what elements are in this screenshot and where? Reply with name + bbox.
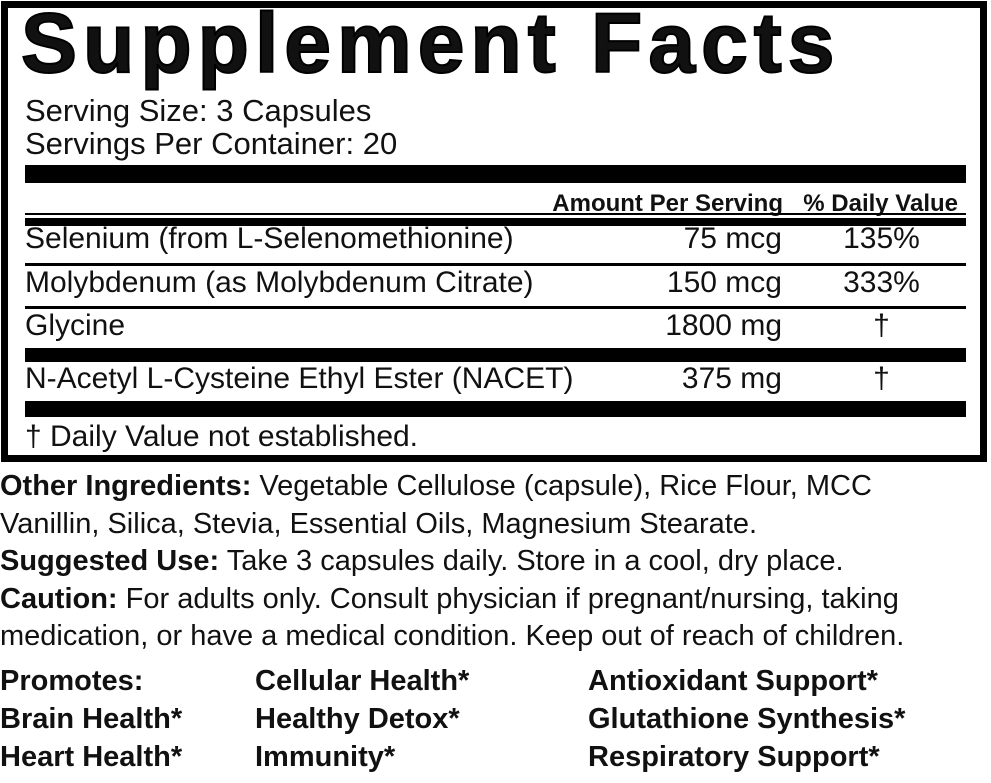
ingredient-daily-value: 135% — [843, 222, 920, 255]
ingredient-amount: 1800 mg — [665, 309, 782, 342]
promotes-row: Promotes: Cellular Health* Antioxidant S… — [0, 662, 991, 700]
caution-line-1: Caution: For adults only. Consult physic… — [0, 581, 991, 619]
promotes-cell: Antioxidant Support* — [588, 665, 878, 697]
ingredient-amount: 375 mg — [681, 362, 782, 395]
suggested-use-line: Suggested Use: Take 3 capsules daily. St… — [0, 543, 991, 581]
ingredient-name: Selenium (from L-Selenomethionine) — [25, 222, 514, 255]
ingredient-name: N-Acetyl L-Cysteine Ethyl Ester (NACET) — [25, 362, 574, 395]
table-row: Molybdenum (as Molybdenum Citrate) 150 m… — [25, 265, 966, 301]
thick-divider-top — [25, 165, 966, 183]
other-ingredients-text: Vegetable Cellulose (capsule), Rice Flou… — [251, 470, 872, 502]
ingredient-daily-value: † — [873, 309, 890, 342]
row-divider — [25, 306, 966, 309]
header-divider-thin — [25, 213, 966, 215]
promotes-cell: Healthy Detox* — [255, 703, 460, 735]
promotes-cell: Heart Health* — [0, 741, 183, 773]
promotes-section: Promotes: Cellular Health* Antioxidant S… — [0, 662, 991, 776]
table-row: N-Acetyl L-Cysteine Ethyl Ester (NACET) … — [25, 361, 966, 397]
other-ingredients-line-2: Vanillin, Silica, Stevia, Essential Oils… — [0, 507, 758, 540]
supplement-facts-content: Supplement Facts Serving Size: 3 Capsule… — [8, 0, 980, 455]
thick-divider-middle — [25, 348, 966, 362]
serving-size: Serving Size: 3 Capsules — [25, 93, 372, 128]
promotes-cell: Cellular Health* — [255, 665, 470, 697]
ingredient-daily-value: † — [873, 362, 890, 395]
column-header-daily-value: % Daily Value — [803, 190, 958, 217]
table-row: Glycine 1800 mg † — [25, 308, 966, 344]
caution-label: Caution: — [0, 582, 118, 615]
promotes-row: Brain Health* Healthy Detox* Glutathione… — [0, 700, 991, 738]
caution-line-2: medication, or have a medical condition.… — [0, 620, 905, 652]
suggested-use-label: Suggested Use: — [0, 545, 220, 577]
promotes-cell: Glutathione Synthesis* — [588, 703, 906, 735]
ingredient-daily-value: 333% — [843, 266, 920, 299]
row-divider — [25, 263, 966, 266]
ingredient-name: Molybdenum (as Molybdenum Citrate) — [25, 266, 534, 299]
header-divider-medium — [25, 218, 966, 226]
servings-per-container: Servings Per Container: 20 — [25, 126, 398, 161]
promotes-heading: Promotes: — [0, 665, 144, 697]
serving-info: Serving Size: 3 Capsules Servings Per Co… — [25, 94, 397, 160]
ingredient-amount: 75 mcg — [683, 222, 782, 255]
ingredient-name: Glycine — [25, 309, 126, 342]
supplement-facts-panel: Supplement Facts Serving Size: 3 Capsule… — [1, 0, 987, 462]
caution-text: For adults only. Consult physician if pr… — [117, 582, 899, 615]
promotes-cell: Respiratory Support* — [588, 741, 880, 773]
other-ingredients-line-1: Other Ingredients: Vegetable Cellulose (… — [0, 468, 991, 506]
panel-title: Supplement Facts — [20, 0, 841, 90]
promotes-cell: Brain Health* — [0, 703, 183, 735]
promotes-cell: Immunity* — [255, 741, 396, 773]
promotes-row: Heart Health* Immunity* Respiratory Supp… — [0, 738, 991, 776]
ingredient-amount: 150 mcg — [666, 266, 782, 299]
daily-value-footnote: † Daily Value not established. — [25, 420, 419, 453]
table-row: Selenium (from L-Selenomethionine) 75 mc… — [25, 221, 966, 257]
label-info-text: Other Ingredients: Vegetable Cellulose (… — [0, 468, 991, 656]
thick-divider-bottom — [25, 401, 966, 417]
suggested-use-text: Take 3 capsules daily. Store in a cool, … — [219, 545, 844, 577]
other-ingredients-label: Other Ingredients: — [0, 470, 252, 502]
column-header-amount: Amount Per Serving — [552, 190, 783, 217]
